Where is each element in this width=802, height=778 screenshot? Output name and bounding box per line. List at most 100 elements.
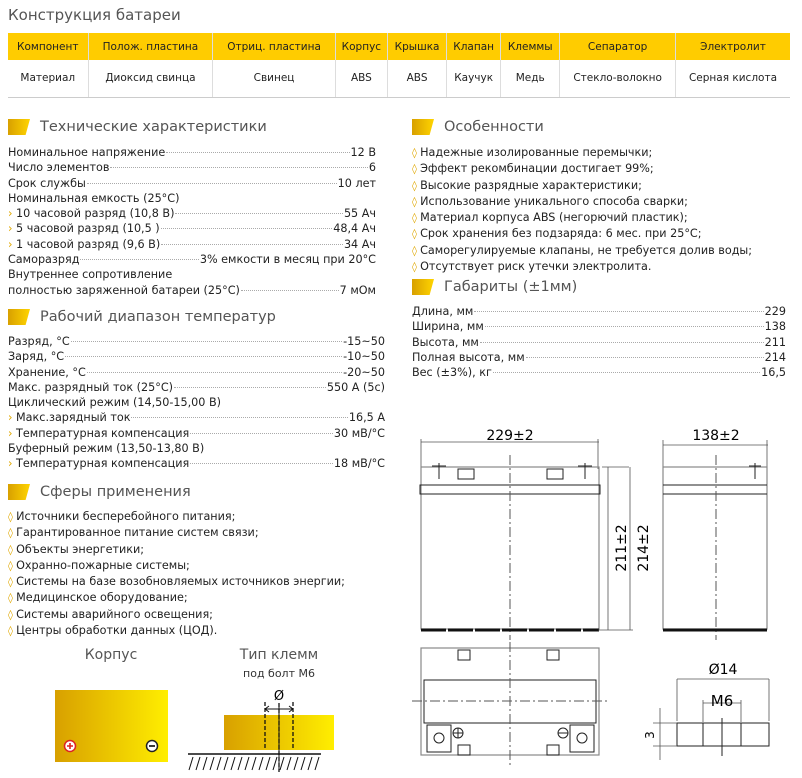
list-item: Использование уникального способа сварки… <box>412 194 752 210</box>
spec-row: Число элементов 6 <box>8 160 376 175</box>
spec-row: Ширина, мм 138 <box>412 319 786 334</box>
table-header-cell: Клеммы <box>500 33 560 60</box>
list-item: Гарантированное питание систем связи; <box>8 525 345 541</box>
spec-row: Циклический режим (14,50-15,00 В) <box>8 395 385 410</box>
spec-value: 16,5 <box>761 366 786 380</box>
spec-value: 30 мВ/°C <box>333 426 385 440</box>
spec-label: Внутреннее сопротивление <box>8 268 173 282</box>
spec-value: -15~50 <box>343 335 385 348</box>
spec-label: Саморазряд <box>8 253 80 267</box>
dot-leader <box>70 341 343 342</box>
spec-label: 10 часовой разряд (10,8 В) <box>8 206 174 221</box>
dimensions-list: Длина, мм 229 Ширина, мм 138 Высота, мм 211 По… <box>412 304 786 380</box>
spec-label: Ширина, мм <box>412 320 484 334</box>
spec-value: 10 лет <box>337 176 376 190</box>
list-item: Охранно-пожарные системы; <box>8 558 345 574</box>
diameter-symbol: Ø <box>274 689 284 704</box>
table-cell: ABS <box>386 60 447 98</box>
dot-leader <box>86 371 343 373</box>
dot-leader <box>492 372 761 374</box>
dot-leader <box>174 386 326 388</box>
spec-label: Число элементов <box>8 161 110 175</box>
table-header-cell: Полож. пластина <box>87 33 213 60</box>
plus-terminal-icon <box>63 739 77 753</box>
spec-value: -20~50 <box>343 365 385 379</box>
table-header-cell: Крышка <box>386 33 447 60</box>
list-item: Материал корпуса ABS (негорючий пластик)… <box>412 210 752 226</box>
dot-leader <box>525 356 764 358</box>
thread-depth-dimension: 3 <box>643 731 657 739</box>
full-height-dimension: 214±2 <box>636 524 652 571</box>
dot-leader <box>479 341 764 343</box>
list-item: Высокие разрядные характеристики; <box>412 178 752 194</box>
section-dims: Габариты (±1мм) <box>412 279 577 295</box>
case-image <box>55 690 168 762</box>
spec-row: полностью заряженной батареи (25°C) 7 мОм <box>8 283 376 298</box>
spec-row: Макс. разрядный ток (25°C) 550 А (5с) <box>8 380 385 395</box>
list-item: Отсутствует риск утечки электролита. <box>412 259 752 275</box>
spec-row: Заряд, °C -10~50 <box>8 349 385 364</box>
spec-label: Макс.зарядный ток <box>8 410 130 425</box>
width-dimension: 138±2 <box>692 428 739 444</box>
spec-value: 138 <box>764 320 786 334</box>
spec-value: 16,5 А <box>348 411 385 425</box>
list-item: Эффект рекомбинации достигает 99%; <box>412 161 752 177</box>
dot-leader <box>175 213 343 215</box>
spec-value: 6 <box>368 161 376 175</box>
side-view-drawing <box>662 440 768 640</box>
spec-label: 1 часовой разряд (9,6 В) <box>8 237 160 252</box>
spec-row: Высота, мм 211 <box>412 335 786 350</box>
dot-leader <box>484 326 764 328</box>
spec-value: 12 В <box>350 146 376 159</box>
page-title: Конструкция батареи <box>8 6 181 24</box>
section-marker-icon <box>8 119 30 135</box>
terminal-diagram: Ø <box>188 689 334 772</box>
dot-leader <box>474 311 764 312</box>
spec-row: Срок службы 10 лет <box>8 176 376 191</box>
height-dimension: 211±2 <box>614 524 630 571</box>
section-marker-icon <box>412 119 434 135</box>
section-title: Сферы применения <box>40 484 191 500</box>
spec-value: -10~50 <box>343 350 385 364</box>
list-item: Саморегулируемые клапаны, не требуется д… <box>412 243 752 259</box>
diameter-dimension: Ø14 <box>709 662 738 678</box>
list-item: Медицинское оборудование; <box>8 590 345 606</box>
dot-leader <box>65 356 343 358</box>
section-marker-icon <box>8 309 30 325</box>
spec-row: Полная высота, мм 214 <box>412 350 786 365</box>
front-view-drawing <box>419 439 633 640</box>
spec-label: Разряд, °C <box>8 335 70 348</box>
dot-leader <box>160 228 333 230</box>
spec-row: Номинальное напряжение 12 В <box>8 145 376 160</box>
section-title: Технические характеристики <box>40 119 267 135</box>
spec-value: 48,4 Ач <box>333 222 376 236</box>
spec-label: Циклический режим (14,50-15,00 В) <box>8 396 222 410</box>
section-title: Рабочий диапазон температур <box>40 309 276 325</box>
table-header-cell: Корпус <box>334 33 388 60</box>
features-list: Надежные изолированные перемычки;Эффект … <box>412 145 752 275</box>
spec-value: 55 Ач <box>343 207 376 221</box>
spec-row: Длина, мм 229 <box>412 304 786 319</box>
table-cell: Каучук <box>446 60 501 98</box>
spec-label: Буферный режим (13,50-13,80 В) <box>8 442 205 456</box>
dot-leader <box>190 463 333 465</box>
table-header-cell: Компонент <box>8 33 88 60</box>
spec-row: Хранение, °C -20~50 <box>8 365 385 380</box>
spec-row: Макс.зарядный ток 16,5 А <box>8 410 385 425</box>
spec-label: Номинальная емкость (25°C) <box>8 191 180 205</box>
table-cell: Стекло-волокно <box>559 60 676 98</box>
section-title: Особенности <box>444 119 544 135</box>
section-marker-icon <box>8 484 30 500</box>
spec-row: 10 часовой разряд (10,8 В) 55 Ач <box>8 206 376 221</box>
section-temp: Рабочий диапазон температур <box>8 309 276 325</box>
spec-value: 211 <box>764 335 786 349</box>
dot-leader <box>166 152 350 153</box>
spec-label: Номинальное напряжение <box>8 146 166 159</box>
dot-leader <box>240 289 339 291</box>
spec-value: 7 мОм <box>339 283 376 297</box>
spec-row: 5 часовой разряд (10,5 ) 48,4 Ач <box>8 221 376 236</box>
table-header-cell: Клапан <box>446 33 501 60</box>
list-item: Надежные изолированные перемычки; <box>412 145 752 161</box>
list-item: Системы аварийного освещения; <box>8 607 345 623</box>
table-cell: Материал <box>8 60 88 98</box>
